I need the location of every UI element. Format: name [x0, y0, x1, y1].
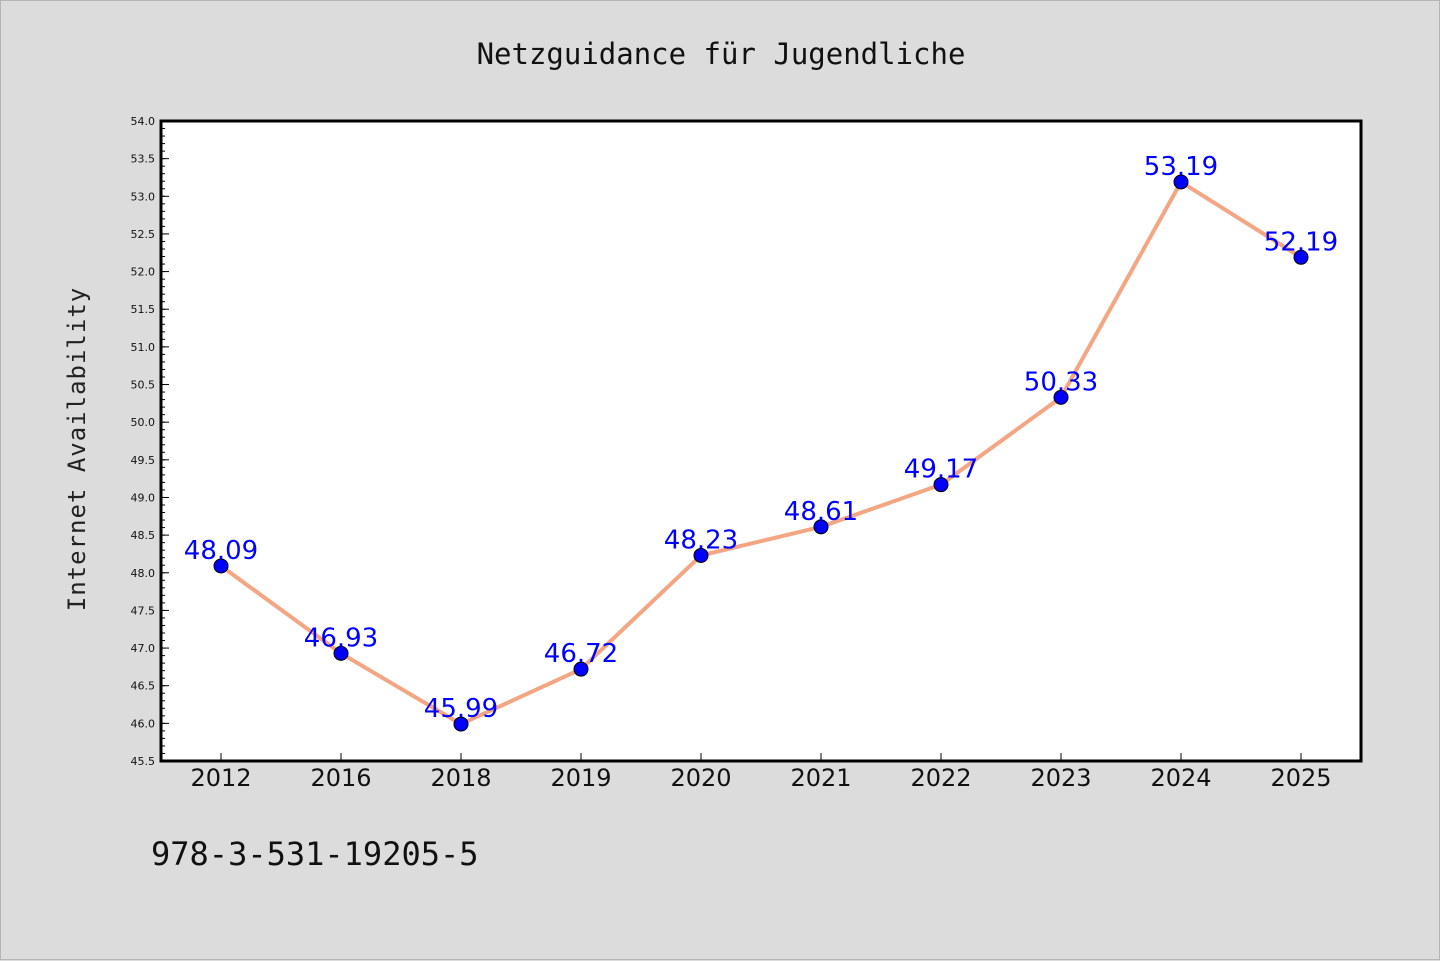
x-tick-label: 2012: [190, 764, 251, 792]
x-axis-ticks: 2012 2016 2018 2019 2020 2021 2022 2023 2024 2025: [190, 753, 1332, 792]
data-point: [693, 547, 709, 563]
x-tick-label: 2024: [1150, 764, 1211, 792]
y-tick-label: 52.0: [131, 266, 156, 279]
y-tick-label: 47.0: [131, 642, 156, 655]
x-tick-label: 2020: [670, 764, 731, 792]
y-tick-label: 49.5: [131, 454, 156, 467]
y-tick-label: 45.5: [131, 755, 156, 768]
data-point: [333, 645, 349, 661]
data-point: [573, 661, 589, 677]
y-tick-label: 51.5: [131, 303, 156, 316]
data-point: [213, 558, 229, 574]
data-label: 48.23: [664, 525, 738, 555]
x-tick-label: 2022: [910, 764, 971, 792]
y-tick-label: 48.0: [131, 567, 156, 580]
y-tick-label: 46.0: [131, 717, 156, 730]
y-tick-label: 50.0: [131, 416, 156, 429]
x-tick-label: 2018: [430, 764, 491, 792]
data-label: 48.09: [184, 536, 258, 566]
data-label: 50.33: [1024, 367, 1098, 397]
data-label: 52.19: [1264, 227, 1338, 257]
plot-border: [159, 119, 1363, 763]
x-tick-label: 2023: [1030, 764, 1091, 792]
data-point: [453, 716, 469, 732]
y-tick-label: 46.5: [131, 680, 156, 693]
x-tick-label: 2025: [1270, 764, 1331, 792]
y-tick-label: 50.5: [131, 379, 156, 392]
data-label: 48.61: [784, 497, 858, 527]
data-label: 49.17: [904, 455, 978, 485]
data-label: 46.93: [304, 623, 378, 653]
y-tick-label: 49.0: [131, 491, 156, 504]
data-point: [1053, 389, 1069, 405]
data-point: [1173, 174, 1189, 190]
data-point: [813, 519, 829, 535]
y-tick-label: 51.0: [131, 341, 156, 354]
data-point: [933, 477, 949, 493]
data-series: 48.09 46.93 45.99 46.72 48.23 48.61 49.17 50.33…: [184, 152, 1338, 732]
isbn-label: 978-3-531-19205-5: [151, 835, 479, 873]
y-axis-label: Internet Availability: [63, 287, 91, 611]
data-label: 53.19: [1144, 152, 1218, 182]
y-axis-ticks: 45.5 46.0 46.5 47.0 47.5 48.0 48.5 49.0 49.5 50.0…: [131, 115, 169, 768]
chart-title: Netzguidance für Jugendliche: [477, 37, 966, 71]
y-tick-label: 48.5: [131, 529, 156, 542]
y-tick-label: 47.5: [131, 604, 156, 617]
data-point: [1293, 249, 1309, 265]
y-tick-label: 53.0: [131, 190, 156, 203]
data-label: 45.99: [424, 694, 498, 724]
y-tick-label: 54.0: [131, 115, 156, 128]
y-tick-label: 53.5: [131, 153, 156, 166]
plot-area: [161, 121, 1361, 761]
x-tick-label: 2021: [790, 764, 851, 792]
x-tick-label: 2019: [550, 764, 611, 792]
y-tick-label: 52.5: [131, 228, 156, 241]
data-label: 46.72: [544, 639, 618, 669]
x-tick-label: 2016: [310, 764, 371, 792]
series-line: [219, 179, 1303, 727]
